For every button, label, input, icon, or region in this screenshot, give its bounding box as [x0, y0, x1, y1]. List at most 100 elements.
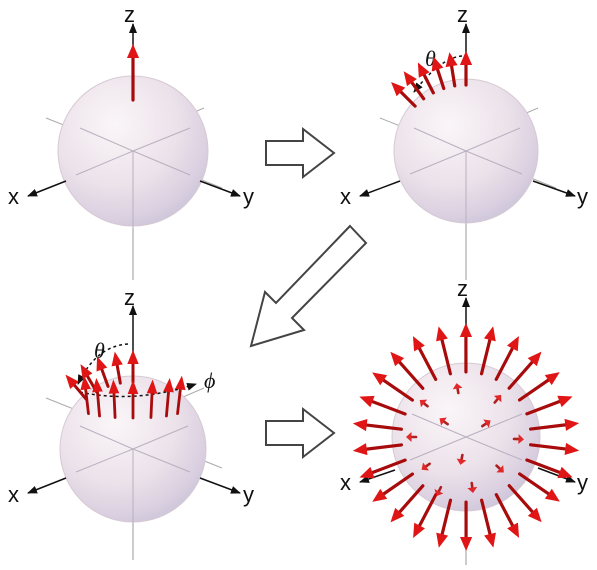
- right-arrow-icon: [265, 406, 336, 460]
- spin-arrow: [352, 418, 403, 432]
- axis-guide: [465, 127, 521, 152]
- spin-arrow: [518, 472, 560, 502]
- spin-arrow: [126, 44, 140, 102]
- spin-arrow: [494, 336, 519, 381]
- x-axis-arrow: [359, 469, 396, 483]
- y-axis-arrow: [537, 467, 576, 483]
- y-axis-arrow: [532, 180, 576, 197]
- spin-arrow: [481, 419, 491, 428]
- spin-arrow: [403, 71, 426, 101]
- spin-arrow: [108, 379, 120, 419]
- spin-arrow: [92, 377, 103, 418]
- y-axis-arrow: [199, 477, 241, 494]
- spin-arrow: [525, 458, 573, 479]
- spin-arrow: [529, 418, 580, 431]
- axis-guide: [132, 150, 191, 176]
- z-axis-label: z: [457, 2, 468, 27]
- process-arrow-1: [265, 126, 336, 180]
- spin-arrow: [434, 485, 444, 497]
- spin-arrow: [529, 442, 580, 456]
- x-axis-label: x: [340, 470, 351, 495]
- axis-guide: [132, 425, 189, 450]
- right-arrow-icon: [265, 126, 336, 180]
- spin-arrow: [390, 484, 425, 523]
- spin-arrow: [111, 351, 123, 385]
- spin-arrow: [96, 356, 110, 388]
- axis-guide: [75, 448, 134, 473]
- spin-arrow: [352, 443, 403, 456]
- spin-arrow: [431, 56, 446, 91]
- panel-1: z x y: [8, 2, 254, 280]
- z-axis-label: z: [124, 285, 135, 310]
- spin-arrow: [80, 375, 91, 416]
- phi-label: ϕ: [204, 368, 215, 393]
- spin-arrow: [512, 434, 524, 445]
- axis-guide: [409, 436, 467, 461]
- x-axis-label: x: [8, 482, 19, 507]
- spin-arrow: [436, 326, 452, 376]
- spin-arrow: [146, 379, 158, 419]
- z-axis-label: z: [457, 276, 468, 301]
- spin-arrow: [436, 498, 453, 548]
- spin-arrow: [493, 394, 502, 404]
- spin-arrows: [352, 323, 580, 551]
- spin-arrow: [175, 375, 186, 416]
- spin-arrow: [467, 481, 478, 493]
- spin-arrow: [459, 323, 472, 374]
- z-axis-label: z: [124, 2, 135, 27]
- spin-arrow: [460, 500, 473, 551]
- spin-arrow: [452, 383, 463, 395]
- spin-arrows: [391, 51, 473, 108]
- process-arrow-3: [265, 406, 336, 460]
- spin-arrow: [406, 432, 418, 442]
- spin-arrow: [507, 351, 542, 390]
- x-axis-arrow: [27, 180, 67, 197]
- spin-arrow: [163, 377, 174, 418]
- axis-guide: [465, 436, 523, 461]
- spin-arrow: [127, 350, 139, 384]
- spin-arrow: [439, 417, 449, 426]
- spin-arrow: [479, 326, 496, 376]
- spin-arrows: [65, 350, 186, 420]
- panel-4: z x y: [340, 276, 588, 565]
- spin-arrow: [391, 82, 417, 108]
- y-axis-label: y: [577, 470, 588, 495]
- spin-arrows: [126, 44, 140, 102]
- axis-guide: [75, 150, 134, 176]
- theta-label: θ: [94, 338, 105, 363]
- y-axis-label: y: [243, 482, 254, 507]
- spin-arrow: [413, 493, 438, 538]
- spin-arrow: [359, 458, 407, 479]
- axis-guide: [79, 425, 134, 450]
- y-axis-label: y: [243, 184, 254, 209]
- spin-arrow: [127, 380, 139, 420]
- spin-arrow: [359, 395, 407, 416]
- axis-guide: [411, 413, 467, 438]
- x-axis-label: x: [340, 184, 351, 209]
- spin-arrow: [372, 472, 415, 502]
- axis-guide: [465, 413, 523, 438]
- spin-arrow: [419, 399, 429, 408]
- spin-arrow: [390, 351, 425, 390]
- spin-arrow: [456, 453, 467, 465]
- axis-guide: [465, 150, 523, 175]
- y-axis-label: y: [577, 184, 588, 209]
- spin-arrow: [525, 395, 573, 416]
- axis-guide: [132, 448, 191, 473]
- spin-arrow: [445, 52, 458, 88]
- x-axis-arrow: [359, 180, 401, 197]
- spin-arrow: [412, 336, 438, 381]
- spin-arrow: [495, 464, 504, 473]
- panel-3: z x y θ ϕ: [8, 285, 254, 560]
- spin-arrow: [372, 372, 414, 402]
- panel-2: z x y θ: [340, 2, 588, 280]
- spin-arrow: [65, 374, 88, 401]
- spin-arrow: [480, 498, 496, 548]
- spin-arrow: [417, 62, 435, 95]
- x-axis-label: x: [8, 184, 19, 209]
- down-left-arrow-icon: [249, 224, 368, 348]
- theta-label: θ: [425, 46, 436, 71]
- spin-arrow: [517, 372, 560, 402]
